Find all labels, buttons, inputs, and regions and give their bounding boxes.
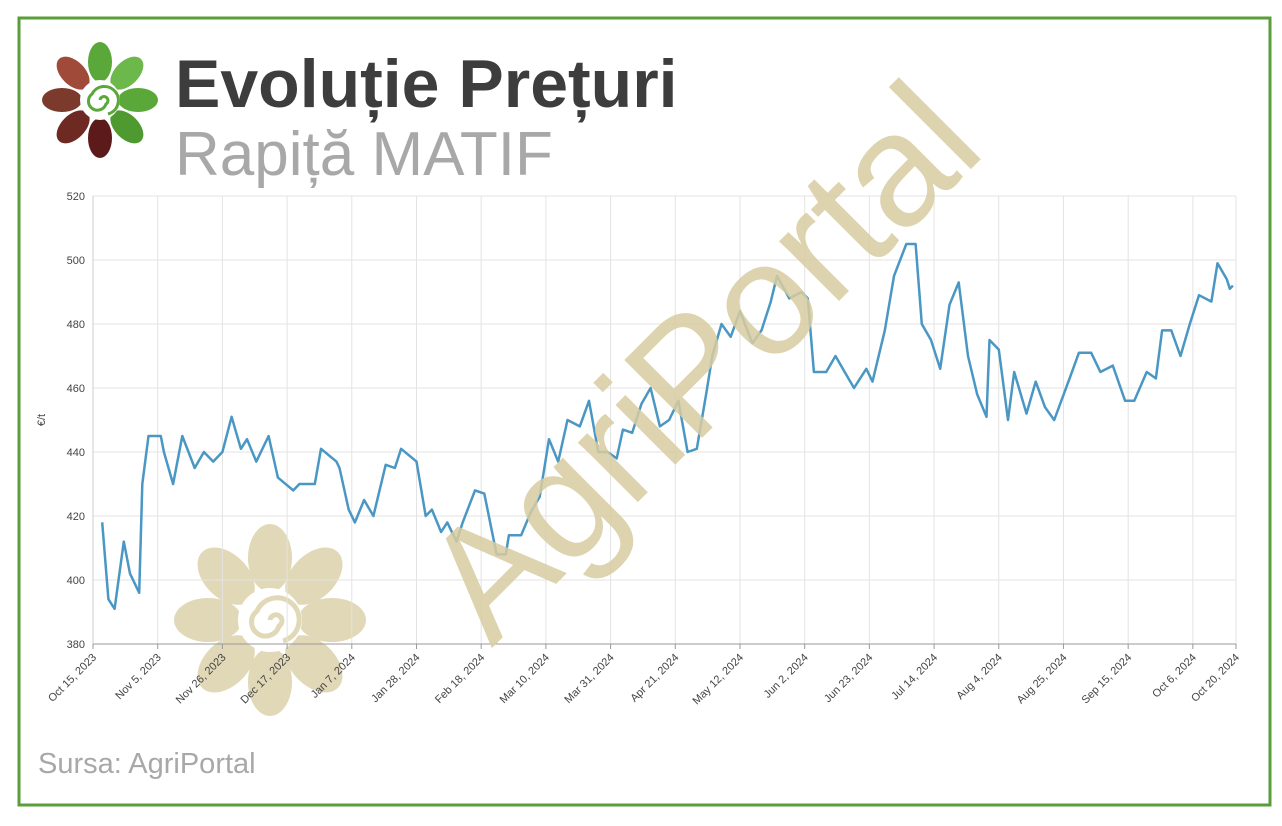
y-tick-label: 440 [67,447,85,459]
y-tick-label: 380 [67,639,85,651]
y-tick-label: 500 [67,255,85,267]
subtitle: Rapiță MATIF [175,120,553,189]
title: Evoluție Prețuri [175,46,678,123]
watermark-flower [174,524,366,716]
source: Sursa: AgriPortal [38,748,256,780]
price-line [100,242,1234,611]
y-tick-label: 400 [67,575,85,587]
y-tick-label: 520 [67,191,85,203]
y-axis-label: €/t [36,414,48,426]
logo [42,42,158,158]
y-tick-label: 420 [67,511,85,523]
y-tick-label: 480 [67,319,85,331]
y-tick-label: 460 [67,383,85,395]
